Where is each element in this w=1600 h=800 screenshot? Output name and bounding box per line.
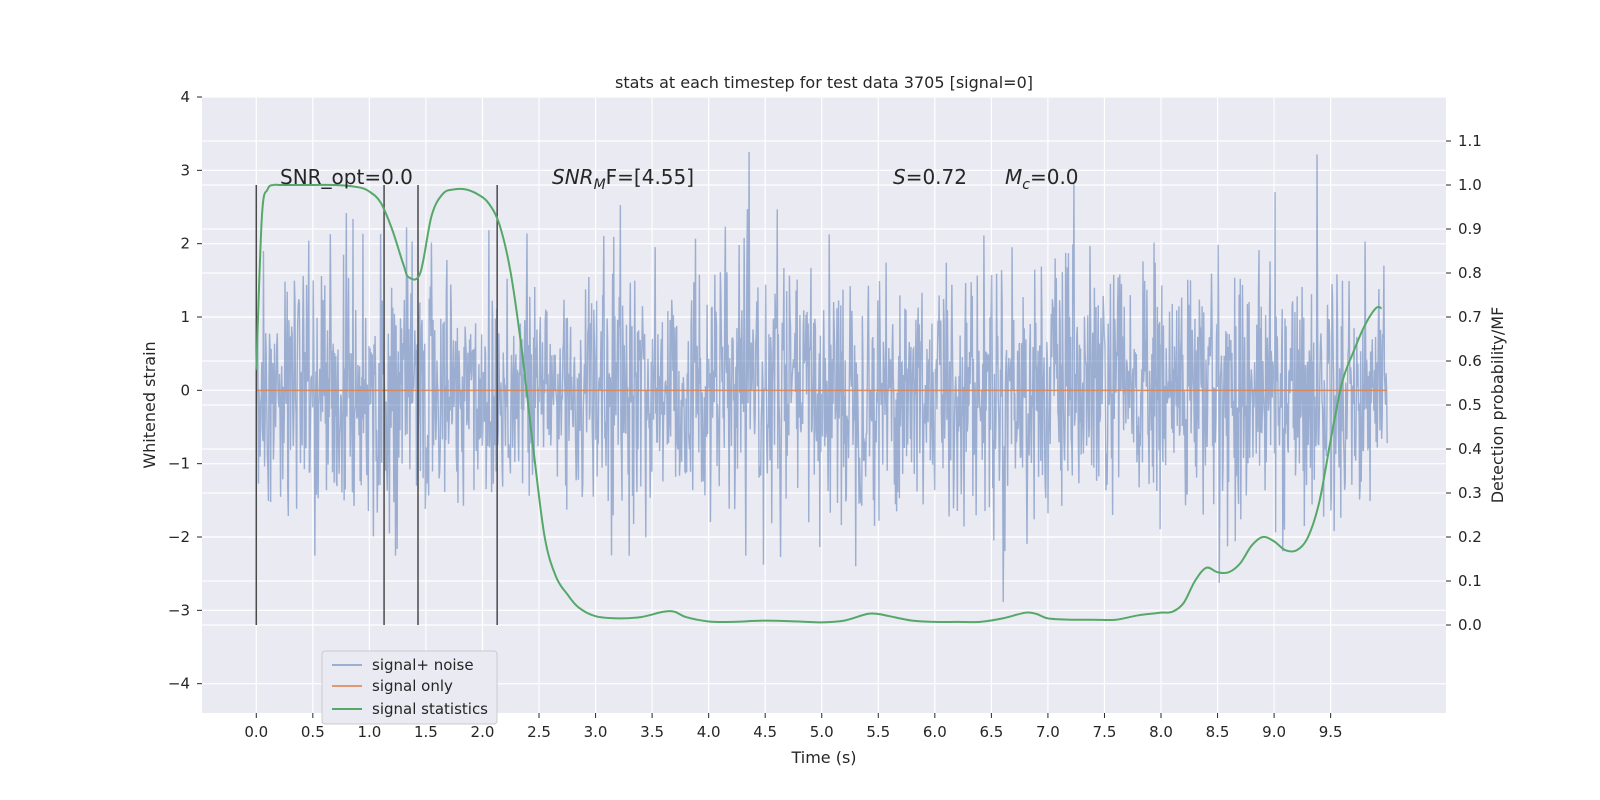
x-tick-label: 2.0 <box>471 723 495 741</box>
annotation-mc-label: M <box>1005 165 1022 189</box>
annotations: SNR_opt=0.0 SNRMF=[4.55] S=0.72 Mc=0.0 <box>280 165 1079 193</box>
y-right-tick-label: 0.2 <box>1458 528 1482 546</box>
annotation-snr-mf: SNRMF=[4.55] <box>552 165 694 193</box>
x-tick-label: 5.0 <box>810 723 834 741</box>
x-tick-label: 5.5 <box>866 723 890 741</box>
x-tick-label: 2.5 <box>527 723 551 741</box>
y-tick-label: 4 <box>180 88 190 106</box>
signal-noise-line <box>255 151 1388 603</box>
annotation-s: S=0.72 <box>893 165 967 189</box>
annotation-snr-mf-rest: F=[4.55] <box>606 165 694 189</box>
y-right-tick-label: 1.0 <box>1458 176 1482 194</box>
legend-label-signal-only: signal only <box>372 677 453 695</box>
y-axis-label: Whitened strain <box>140 341 159 468</box>
x-tick-label: 3.5 <box>640 723 664 741</box>
x-tick-label: 6.0 <box>923 723 947 741</box>
annotation-s-label: S <box>893 165 906 189</box>
x-tick-label: 0.5 <box>301 723 325 741</box>
legend-box <box>321 650 498 725</box>
x-tick-label: 7.5 <box>1093 723 1117 741</box>
x-tick-label: 8.5 <box>1206 723 1230 741</box>
x-tick-label: 1.5 <box>414 723 438 741</box>
y-right-tick-label: 0.8 <box>1458 264 1482 282</box>
y-tick-label: −2 <box>168 528 190 546</box>
x-tick-label: 0.0 <box>244 723 268 741</box>
signal-statistics-series <box>255 183 1382 624</box>
x-axis-label: Time (s) <box>790 748 856 767</box>
y-axis-right-label: Detection probability/MF <box>1488 307 1507 504</box>
y-tick-label: −4 <box>168 675 190 693</box>
signal-statistics-line <box>255 183 1382 624</box>
y-tick-label: −3 <box>168 601 190 619</box>
y-tick-label: 1 <box>180 308 190 326</box>
legend-label-signal-statistics: signal statistics <box>372 700 488 718</box>
y-tick-label: 0 <box>180 381 190 399</box>
y-tick-label: 3 <box>180 161 190 179</box>
y-right-tick-label: 0.7 <box>1458 308 1482 326</box>
y-tick-label: −1 <box>168 455 190 473</box>
y-right-tick-label: 0.4 <box>1458 440 1482 458</box>
x-tick-label: 8.0 <box>1149 723 1173 741</box>
y-right-tick-label: 0.0 <box>1458 616 1482 634</box>
y-right-tick-label: 0.1 <box>1458 572 1482 590</box>
x-tick-label: 1.0 <box>357 723 381 741</box>
annotation-s-value: =0.72 <box>906 165 967 189</box>
y-right-tick-label: 0.5 <box>1458 396 1482 414</box>
annotation-mc: Mc=0.0 <box>1005 165 1079 193</box>
x-tick-label: 7.0 <box>1036 723 1060 741</box>
vertical-markers <box>255 185 498 625</box>
legend-label-signal-noise: signal+ noise <box>372 656 474 674</box>
annotation-snr-opt: SNR_opt=0.0 <box>280 165 413 189</box>
x-tick-label: 4.0 <box>697 723 721 741</box>
y-right-tick-label: 0.3 <box>1458 484 1482 502</box>
y-right-tick-label: 0.9 <box>1458 220 1482 238</box>
signal-noise-series <box>255 151 1388 603</box>
legend: signal+ noise signal only signal statist… <box>321 650 498 725</box>
annotation-mc-value: =0.0 <box>1030 165 1079 189</box>
annotation-snr-mf-sub: M <box>594 177 606 193</box>
x-tick-label: 6.5 <box>979 723 1003 741</box>
x-tick-label: 3.0 <box>584 723 608 741</box>
chart-title: stats at each timestep for test data 370… <box>615 73 1033 92</box>
annotation-snr-mf-label: SNR <box>552 165 594 189</box>
annotation-mc-sub: c <box>1022 177 1030 193</box>
tick-labels: 0.0 0.5 1.0 1.5 2.0 2.5 3.0 3.5 4.0 4.5 5.0 5.5 6.0 6… <box>168 88 1482 741</box>
y-right-tick-label: 0.6 <box>1458 352 1482 370</box>
y-tick-label: 2 <box>180 235 190 253</box>
x-tick-label: 4.5 <box>753 723 777 741</box>
x-tick-label: 9.0 <box>1262 723 1286 741</box>
x-tick-label: 9.5 <box>1319 723 1343 741</box>
y-right-tick-label: 1.1 <box>1458 132 1482 150</box>
